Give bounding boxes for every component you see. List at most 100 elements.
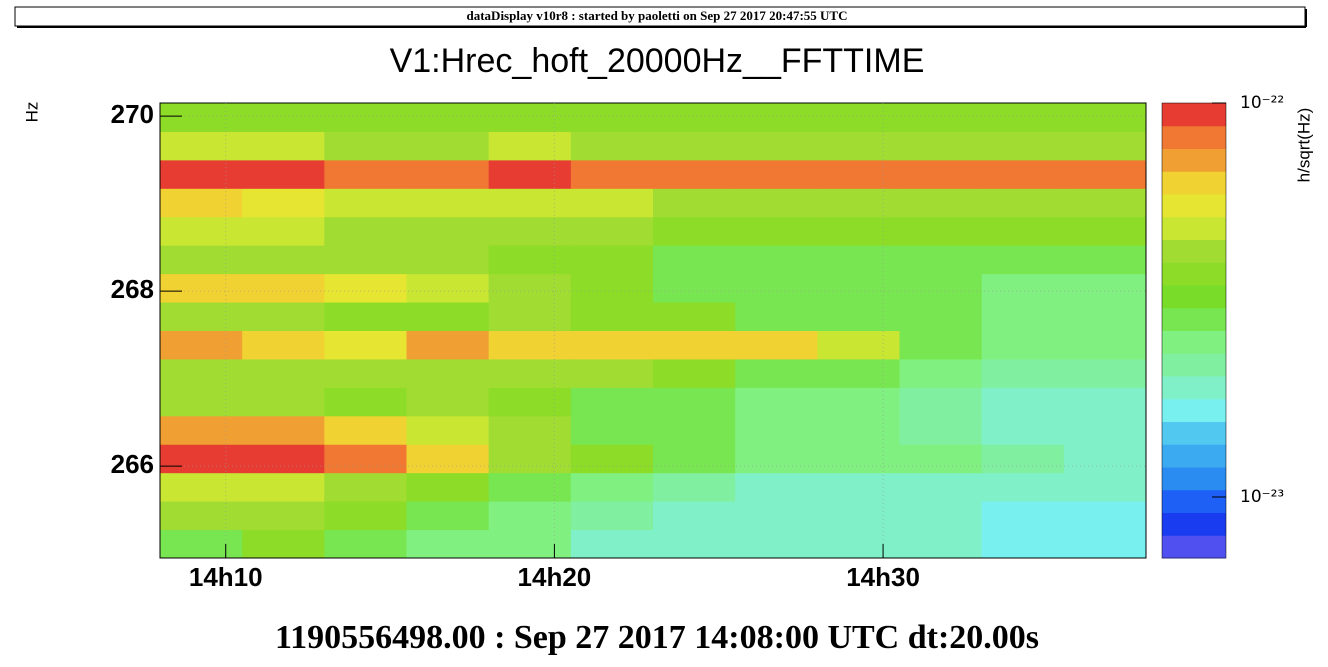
heatmap-cell	[160, 131, 243, 161]
heatmap-cell	[488, 103, 572, 132]
heatmap-cell	[735, 131, 818, 161]
heatmap-cell	[653, 159, 736, 189]
heatmap-cell	[488, 415, 572, 445]
heatmap-cell	[488, 273, 572, 303]
heatmap-cell	[817, 444, 900, 474]
heatmap-cell	[242, 159, 325, 189]
heatmap-cell	[324, 131, 407, 161]
heatmap-cell	[653, 472, 736, 502]
heatmap-cell	[570, 302, 654, 331]
colorbar-swatch	[1162, 467, 1226, 491]
heatmap-cell	[735, 188, 818, 218]
heatmap-cell	[406, 131, 490, 161]
heatmap-cell	[324, 103, 407, 132]
heatmap-cell	[160, 245, 243, 275]
heatmap-cell	[981, 444, 1065, 474]
heatmap-cell	[406, 302, 490, 331]
heatmap-cell	[1063, 472, 1146, 502]
heatmap-cell	[324, 159, 407, 189]
heatmap-cell	[488, 216, 572, 246]
colorbar-swatch	[1162, 194, 1226, 218]
colorbar-swatch	[1162, 125, 1226, 149]
heatmap-cell	[899, 159, 983, 189]
heatmap-cell	[488, 472, 572, 502]
heatmap-cell	[406, 188, 490, 218]
heatmap-cell	[653, 131, 736, 161]
heatmap-cell	[570, 358, 654, 388]
heatmap-cell	[1063, 273, 1146, 303]
heatmap-cell	[406, 245, 490, 275]
heatmap-cell	[981, 216, 1065, 246]
heatmap-cell	[653, 387, 736, 417]
heatmap-cell	[899, 273, 983, 303]
heatmap-cell	[570, 387, 654, 417]
plot-frame	[159, 102, 1147, 559]
heatmap-cell	[324, 188, 407, 218]
colorbar-tick-label: 10⁻²³	[1240, 487, 1284, 507]
heatmap-cell	[570, 131, 654, 161]
heatmap-cell	[735, 415, 818, 445]
x-axis-label: 1190556498.00 : Sep 27 2017 14:08:00 UTC…	[275, 619, 1039, 656]
heatmap-cell	[981, 330, 1065, 360]
heatmap-cell	[981, 188, 1065, 218]
x-tick-label: 14h10	[189, 562, 263, 592]
heatmap-cell	[735, 302, 818, 331]
heatmap-cell	[242, 188, 325, 218]
heatmap-cell	[981, 472, 1065, 502]
colorbar-tick-label: 10⁻²²	[1240, 93, 1284, 113]
heatmap-cell	[899, 358, 983, 388]
heatmap-cell	[160, 387, 243, 417]
heatmap-cell	[899, 188, 983, 218]
heatmap-cell	[735, 387, 818, 417]
heatmap-cell	[899, 131, 983, 161]
heatmap-cell	[653, 216, 736, 246]
heatmap-cell	[242, 273, 325, 303]
heatmap-cell	[817, 245, 900, 275]
heatmap-cell	[406, 387, 490, 417]
heatmap-cell	[242, 302, 325, 331]
heatmap-cell	[899, 529, 983, 558]
header: dataDisplay v10r8 : started by paoletti …	[467, 8, 848, 23]
heatmap-cell	[406, 358, 490, 388]
heatmap-cell	[653, 245, 736, 275]
heatmap-cell	[570, 159, 654, 189]
heatmap-cell	[1063, 188, 1146, 218]
heatmap-cell	[653, 358, 736, 388]
heatmap-cell	[242, 472, 325, 502]
heatmap-cell	[324, 245, 407, 275]
heatmap-cell	[324, 302, 407, 331]
heatmap-cell	[488, 159, 572, 189]
heatmap-cell	[981, 273, 1065, 303]
heatmap-cell	[570, 103, 654, 132]
colorbar-swatch	[1162, 535, 1226, 559]
heatmap-cell	[570, 330, 654, 360]
heatmap-cell	[324, 273, 407, 303]
colorbar-label: h/sqrt(Hz)	[1294, 108, 1313, 183]
y-tick-label: 270	[111, 99, 154, 129]
heatmap-cell	[981, 387, 1065, 417]
heatmap-cell	[1063, 245, 1146, 275]
heatmap-cell	[735, 501, 818, 531]
heatmap-cell	[406, 472, 490, 502]
heatmap-cell	[817, 529, 900, 558]
heatmap-cell	[406, 216, 490, 246]
heatmap-cell	[242, 501, 325, 531]
heatmap-cell	[488, 387, 572, 417]
heatmap-cell	[324, 387, 407, 417]
heatmap-cell	[735, 245, 818, 275]
heatmap-cell	[406, 330, 490, 360]
heatmap-cell	[817, 302, 900, 331]
axes: 266 268 270 14h10 14h20 14h30 10⁻²² 10⁻²³	[111, 93, 1285, 592]
y-tick-label: 266	[111, 449, 154, 479]
heatmap-cell	[242, 444, 325, 474]
heatmap-cell	[488, 358, 572, 388]
colorbar-swatch	[1162, 512, 1226, 536]
heatmap-cell	[1063, 415, 1146, 445]
heatmap-cell	[406, 529, 490, 558]
heatmap-cell	[1063, 159, 1146, 189]
heatmap-cell	[817, 131, 900, 161]
colorbar-swatch	[1162, 330, 1226, 354]
heatmap-cell	[570, 216, 654, 246]
heatmap-cell	[570, 273, 654, 303]
heatmap-cell	[160, 302, 243, 331]
